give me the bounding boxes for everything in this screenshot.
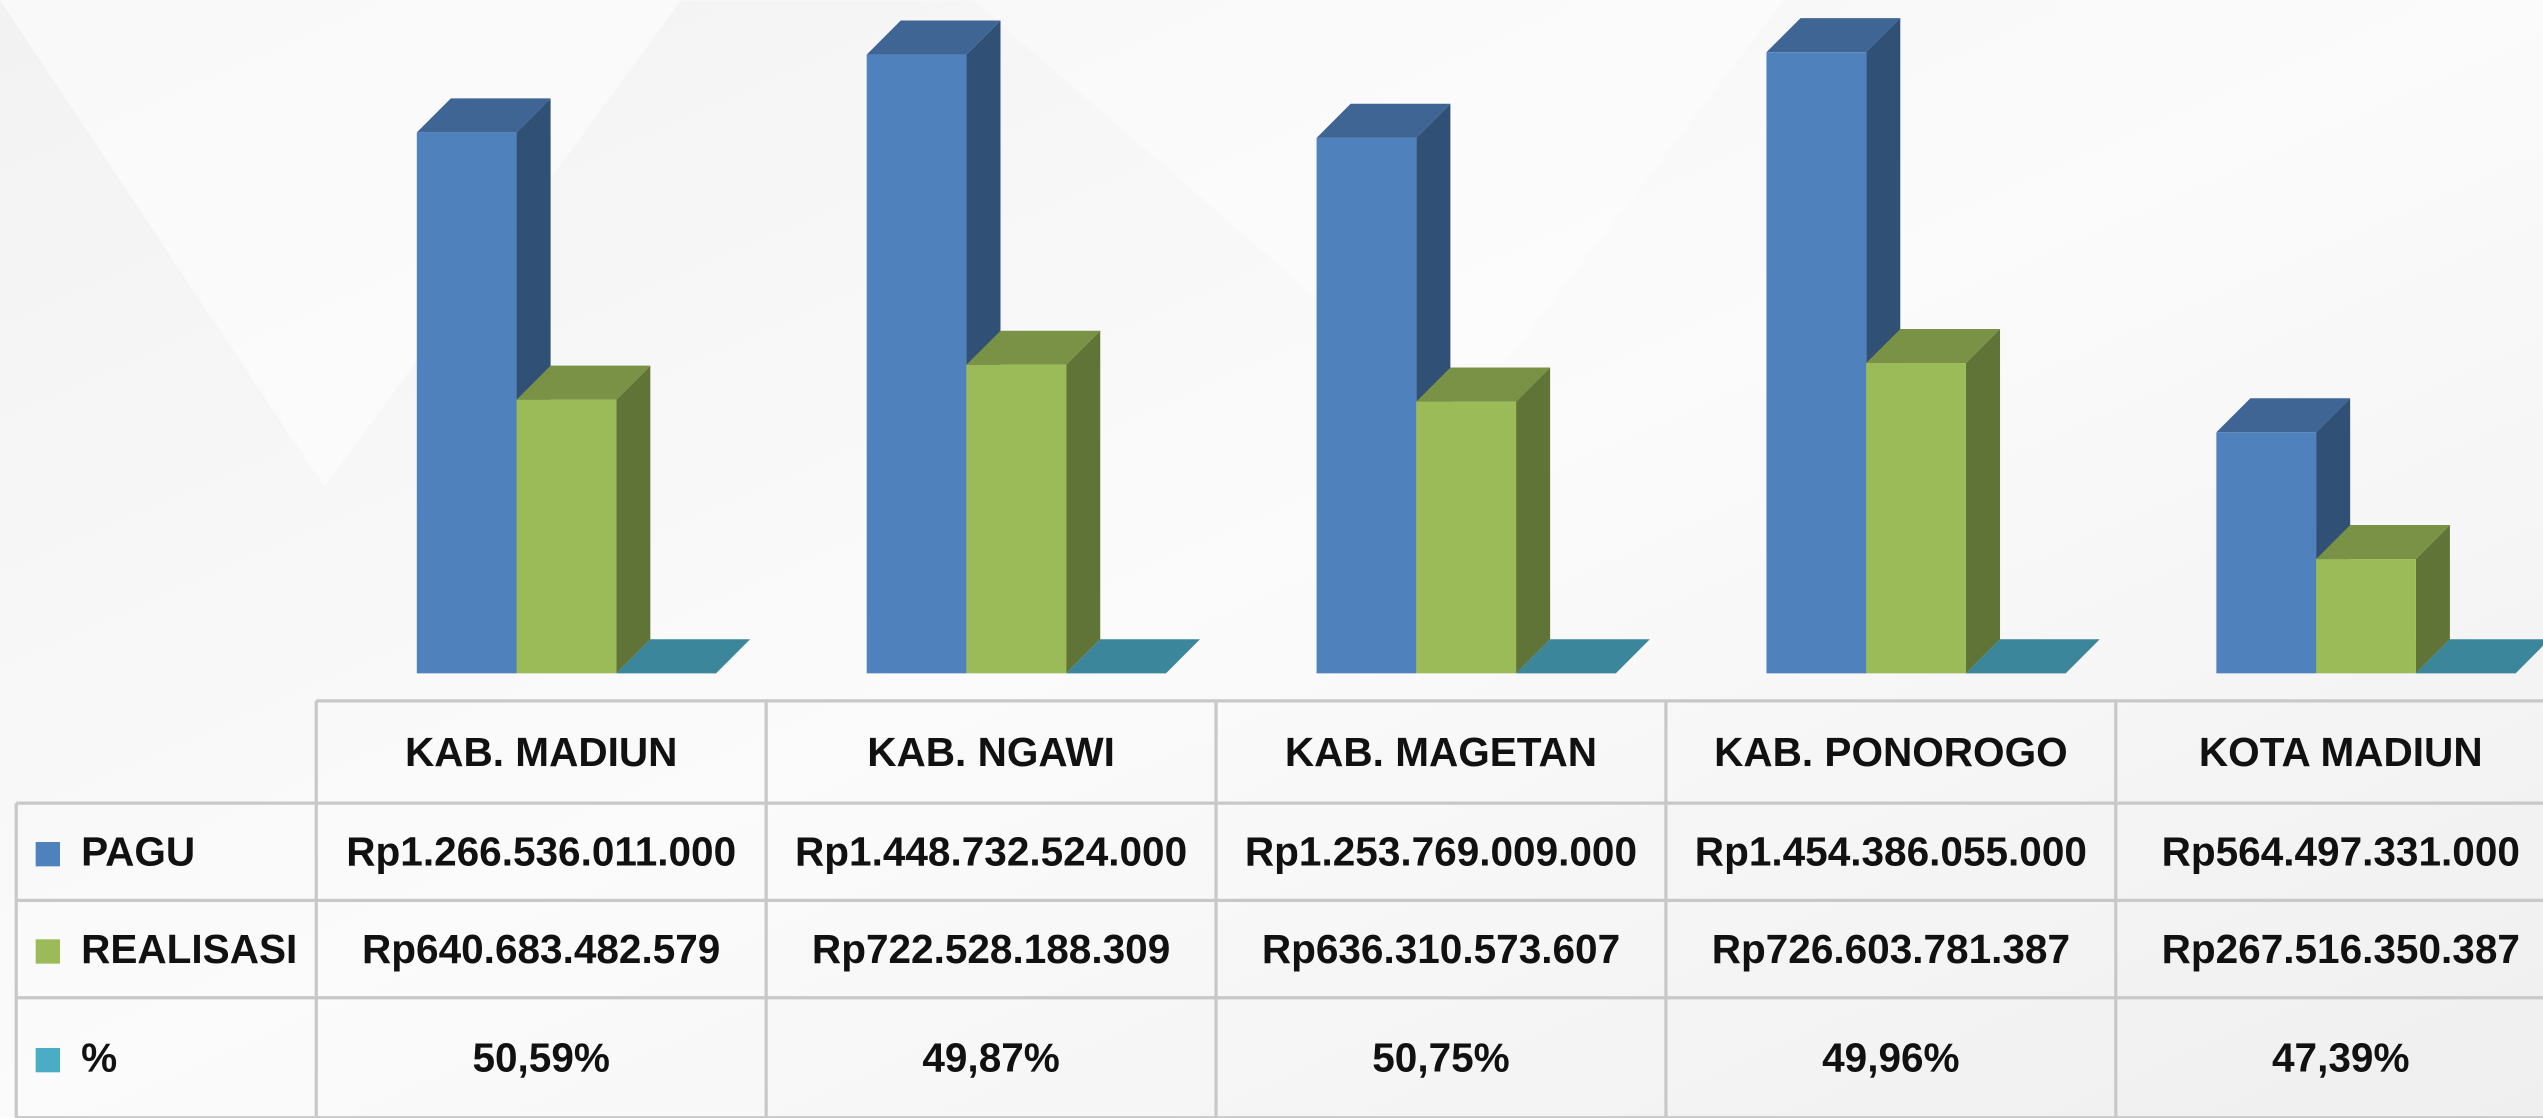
bar xyxy=(1316,137,1417,674)
bar xyxy=(2316,559,2416,674)
value-label: Rp636.310.573.607 xyxy=(1262,926,1620,972)
value-label: Rp267.516.350.387 xyxy=(2162,926,2520,972)
legend-swatch xyxy=(35,842,61,867)
bar-side xyxy=(1516,367,1551,674)
value-label: Rp726.603.781.387 xyxy=(1712,926,2070,972)
bar-top xyxy=(1965,639,2100,674)
bar xyxy=(1866,363,1966,674)
category-label: KAB. NGAWI xyxy=(867,729,1115,775)
value-label: 47,39% xyxy=(2272,1035,2409,1081)
bar-top xyxy=(1316,103,1451,138)
bar xyxy=(516,399,617,674)
bar-top xyxy=(1866,328,2001,364)
bar xyxy=(416,132,517,674)
category-label: KAB. MAGETAN xyxy=(1285,729,1597,775)
category-label: KOTA MADIUN xyxy=(2199,729,2483,775)
bar-top xyxy=(516,365,651,400)
value-label: Rp722.528.188.309 xyxy=(812,926,1170,972)
bar-top xyxy=(616,639,751,674)
bar-top xyxy=(1766,18,1901,53)
value-label: Rp564.497.331.000 xyxy=(2162,829,2520,875)
category-label: KAB. PONOROGO xyxy=(1714,729,2068,775)
bar-side xyxy=(2415,525,2450,674)
value-label: 50,75% xyxy=(1372,1035,1509,1081)
legend-swatch xyxy=(35,1047,61,1073)
bar xyxy=(966,364,1067,674)
value-label: 49,87% xyxy=(922,1035,1059,1081)
bar-top xyxy=(2316,525,2450,560)
category-label: KAB. MADIUN xyxy=(405,729,677,775)
legend-label: REALISASI xyxy=(81,926,297,972)
legend-label: % xyxy=(81,1035,117,1081)
bar xyxy=(2216,432,2317,674)
bar xyxy=(866,54,967,674)
value-label: Rp1.448.732.524.000 xyxy=(795,829,1187,875)
bar-top xyxy=(1416,367,1551,402)
bar-side xyxy=(1965,328,2001,674)
value-label: 49,96% xyxy=(1822,1035,1959,1081)
bar-top xyxy=(966,330,1101,365)
bar xyxy=(1416,401,1517,674)
bar-top xyxy=(1066,639,1200,674)
bar-top xyxy=(866,20,1001,55)
bar-top xyxy=(1516,639,1650,674)
value-label: 50,59% xyxy=(472,1035,609,1081)
bar-top xyxy=(2415,639,2543,674)
legend-swatch xyxy=(35,939,61,964)
bar xyxy=(1766,52,1867,674)
legend-label: PAGU xyxy=(81,829,195,875)
value-label: Rp1.253.769.009.000 xyxy=(1245,829,1637,875)
value-label: Rp1.266.536.011.000 xyxy=(346,829,736,875)
bar-top xyxy=(416,98,551,133)
bar-side xyxy=(1066,330,1101,674)
value-label: Rp1.454.386.055.000 xyxy=(1695,829,2087,875)
value-label: Rp640.683.482.579 xyxy=(362,926,720,972)
bar-top xyxy=(2216,398,2351,433)
bar-side xyxy=(616,365,651,674)
